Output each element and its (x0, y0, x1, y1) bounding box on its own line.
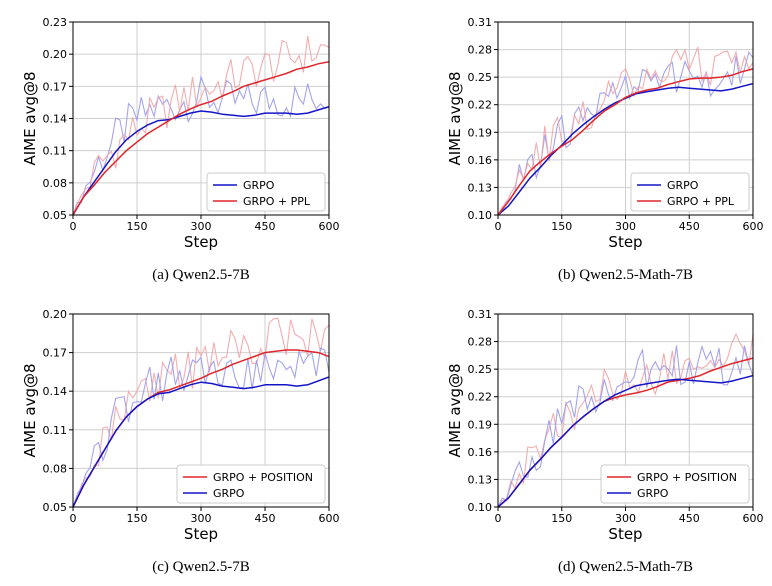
y-tick-label: 0.31 (468, 16, 493, 29)
series-line-red (498, 68, 753, 215)
legend-box (600, 464, 750, 504)
y-tick-label: 0.20 (43, 48, 68, 61)
y-tick-label: 0.05 (43, 501, 68, 514)
panel-caption: (d) Qwen2.5-Math-7B (558, 559, 693, 575)
x-tick-label: 300 (191, 220, 212, 233)
panel-caption: (c) Qwen2.5-7B (152, 559, 249, 575)
x-tick-label: 150 (127, 512, 148, 525)
y-tick-label: 0.28 (468, 336, 493, 349)
y-tick-label: 0.19 (468, 418, 493, 431)
legend-label: GRPO (243, 179, 275, 192)
y-tick-label: 0.25 (468, 363, 493, 376)
y-tick-label: 0.13 (468, 473, 493, 486)
chart-panel-3: 0 150 300 450 600 0.05 0.08 0.11 0.14 0.17 0.20 Ste… (21, 308, 340, 575)
x-tick-label: 0 (70, 512, 77, 525)
x-tick-label: 300 (615, 220, 636, 233)
legend-label: GRPO + PPL (667, 195, 735, 208)
chart-panel-4: 0 150 300 450 600 0.10 0.13 0.16 0.19 0.22 0.25 0.2… (446, 308, 764, 575)
x-tick-label: 150 (551, 512, 572, 525)
panel-caption: (b) Qwen2.5-Math-7B (558, 267, 693, 283)
y-axis-title: AIME avg@8 (21, 363, 39, 457)
y-tick-label: 0.08 (43, 177, 68, 190)
y-tick-label: 0.08 (43, 462, 68, 475)
y-tick-label: 0.17 (43, 347, 68, 360)
y-tick-label: 0.16 (468, 154, 493, 167)
x-axis-title: Step (184, 233, 218, 251)
legend-label: GRPO + POSITION (213, 471, 313, 484)
series-line-blue (498, 374, 753, 507)
y-tick-label: 0.11 (43, 145, 68, 158)
legend: GRPO + POSITION GRPO (600, 464, 750, 504)
x-tick-label: 0 (70, 220, 77, 233)
legend-label: GRPO (213, 487, 245, 500)
y-tick-label: 0.22 (468, 391, 493, 404)
legend-box (176, 464, 326, 504)
x-tick-label: 0 (495, 512, 502, 525)
series-raw-blue (73, 347, 329, 507)
x-tick-label: 450 (679, 220, 700, 233)
series-raw-red (73, 36, 329, 215)
x-tick-label: 450 (255, 512, 276, 525)
x-tick-label: 150 (127, 220, 148, 233)
panel-caption: (a) Qwen2.5-7B (152, 267, 249, 283)
y-tick-label: 0.14 (43, 113, 68, 126)
x-tick-label: 300 (615, 512, 636, 525)
y-tick-label: 0.17 (43, 80, 68, 93)
x-tick-label: 0 (495, 220, 502, 233)
x-tick-label: 600 (743, 220, 764, 233)
legend-label: GRPO + POSITION (637, 471, 737, 484)
y-tick-label: 0.14 (43, 385, 68, 398)
series-line-blue (73, 105, 329, 215)
y-tick-label: 0.28 (468, 44, 493, 57)
legend: GRPO + POSITION GRPO (176, 464, 326, 504)
series-line-red (73, 60, 329, 215)
y-tick-label: 0.25 (468, 71, 493, 84)
x-axis-title: Step (184, 525, 218, 543)
legend-label: GRPO (667, 179, 699, 192)
x-tick-label: 450 (255, 220, 276, 233)
series-raw-red (73, 317, 329, 507)
legend-label: GRPO + PPL (243, 195, 311, 208)
legend: GRPO GRPO + PPL (206, 172, 326, 212)
series-line-blue (73, 376, 329, 507)
x-tick-label: 300 (191, 512, 212, 525)
x-tick-label: 600 (319, 512, 340, 525)
series-raw-blue (73, 74, 329, 215)
y-tick-label: 0.23 (43, 16, 68, 29)
series-raw-blue (498, 344, 753, 507)
y-axis-title: AIME avg@8 (446, 71, 464, 165)
y-tick-label: 0.10 (468, 501, 493, 514)
x-tick-label: 600 (319, 220, 340, 233)
x-tick-label: 150 (551, 220, 572, 233)
y-axis-title: AIME avg@8 (446, 363, 464, 457)
chart-panel-1: 0 150 300 450 600 0.05 0.08 0.11 0.14 0.17 0.20 0.2… (21, 16, 340, 283)
chart-panel-2: 0 150 300 450 600 0.10 0.13 0.16 0.19 0.22 0.25 0.2… (446, 16, 764, 283)
y-tick-label: 0.11 (43, 424, 68, 437)
y-tick-label: 0.19 (468, 126, 493, 139)
y-tick-label: 0.16 (468, 446, 493, 459)
legend-label: GRPO (637, 487, 669, 500)
y-tick-label: 0.13 (468, 181, 493, 194)
y-tick-label: 0.10 (468, 209, 493, 222)
x-axis-title: Step (608, 525, 642, 543)
x-tick-label: 450 (679, 512, 700, 525)
y-tick-label: 0.05 (43, 209, 68, 222)
x-axis-title: Step (608, 233, 642, 251)
x-tick-label: 600 (743, 512, 764, 525)
legend: GRPO GRPO + PPL (630, 172, 750, 212)
y-tick-label: 0.22 (468, 99, 493, 112)
y-axis-title: AIME avg@8 (21, 71, 39, 165)
series-raw-red (498, 46, 753, 215)
y-tick-label: 0.31 (468, 308, 493, 321)
y-tick-label: 0.20 (43, 308, 68, 321)
